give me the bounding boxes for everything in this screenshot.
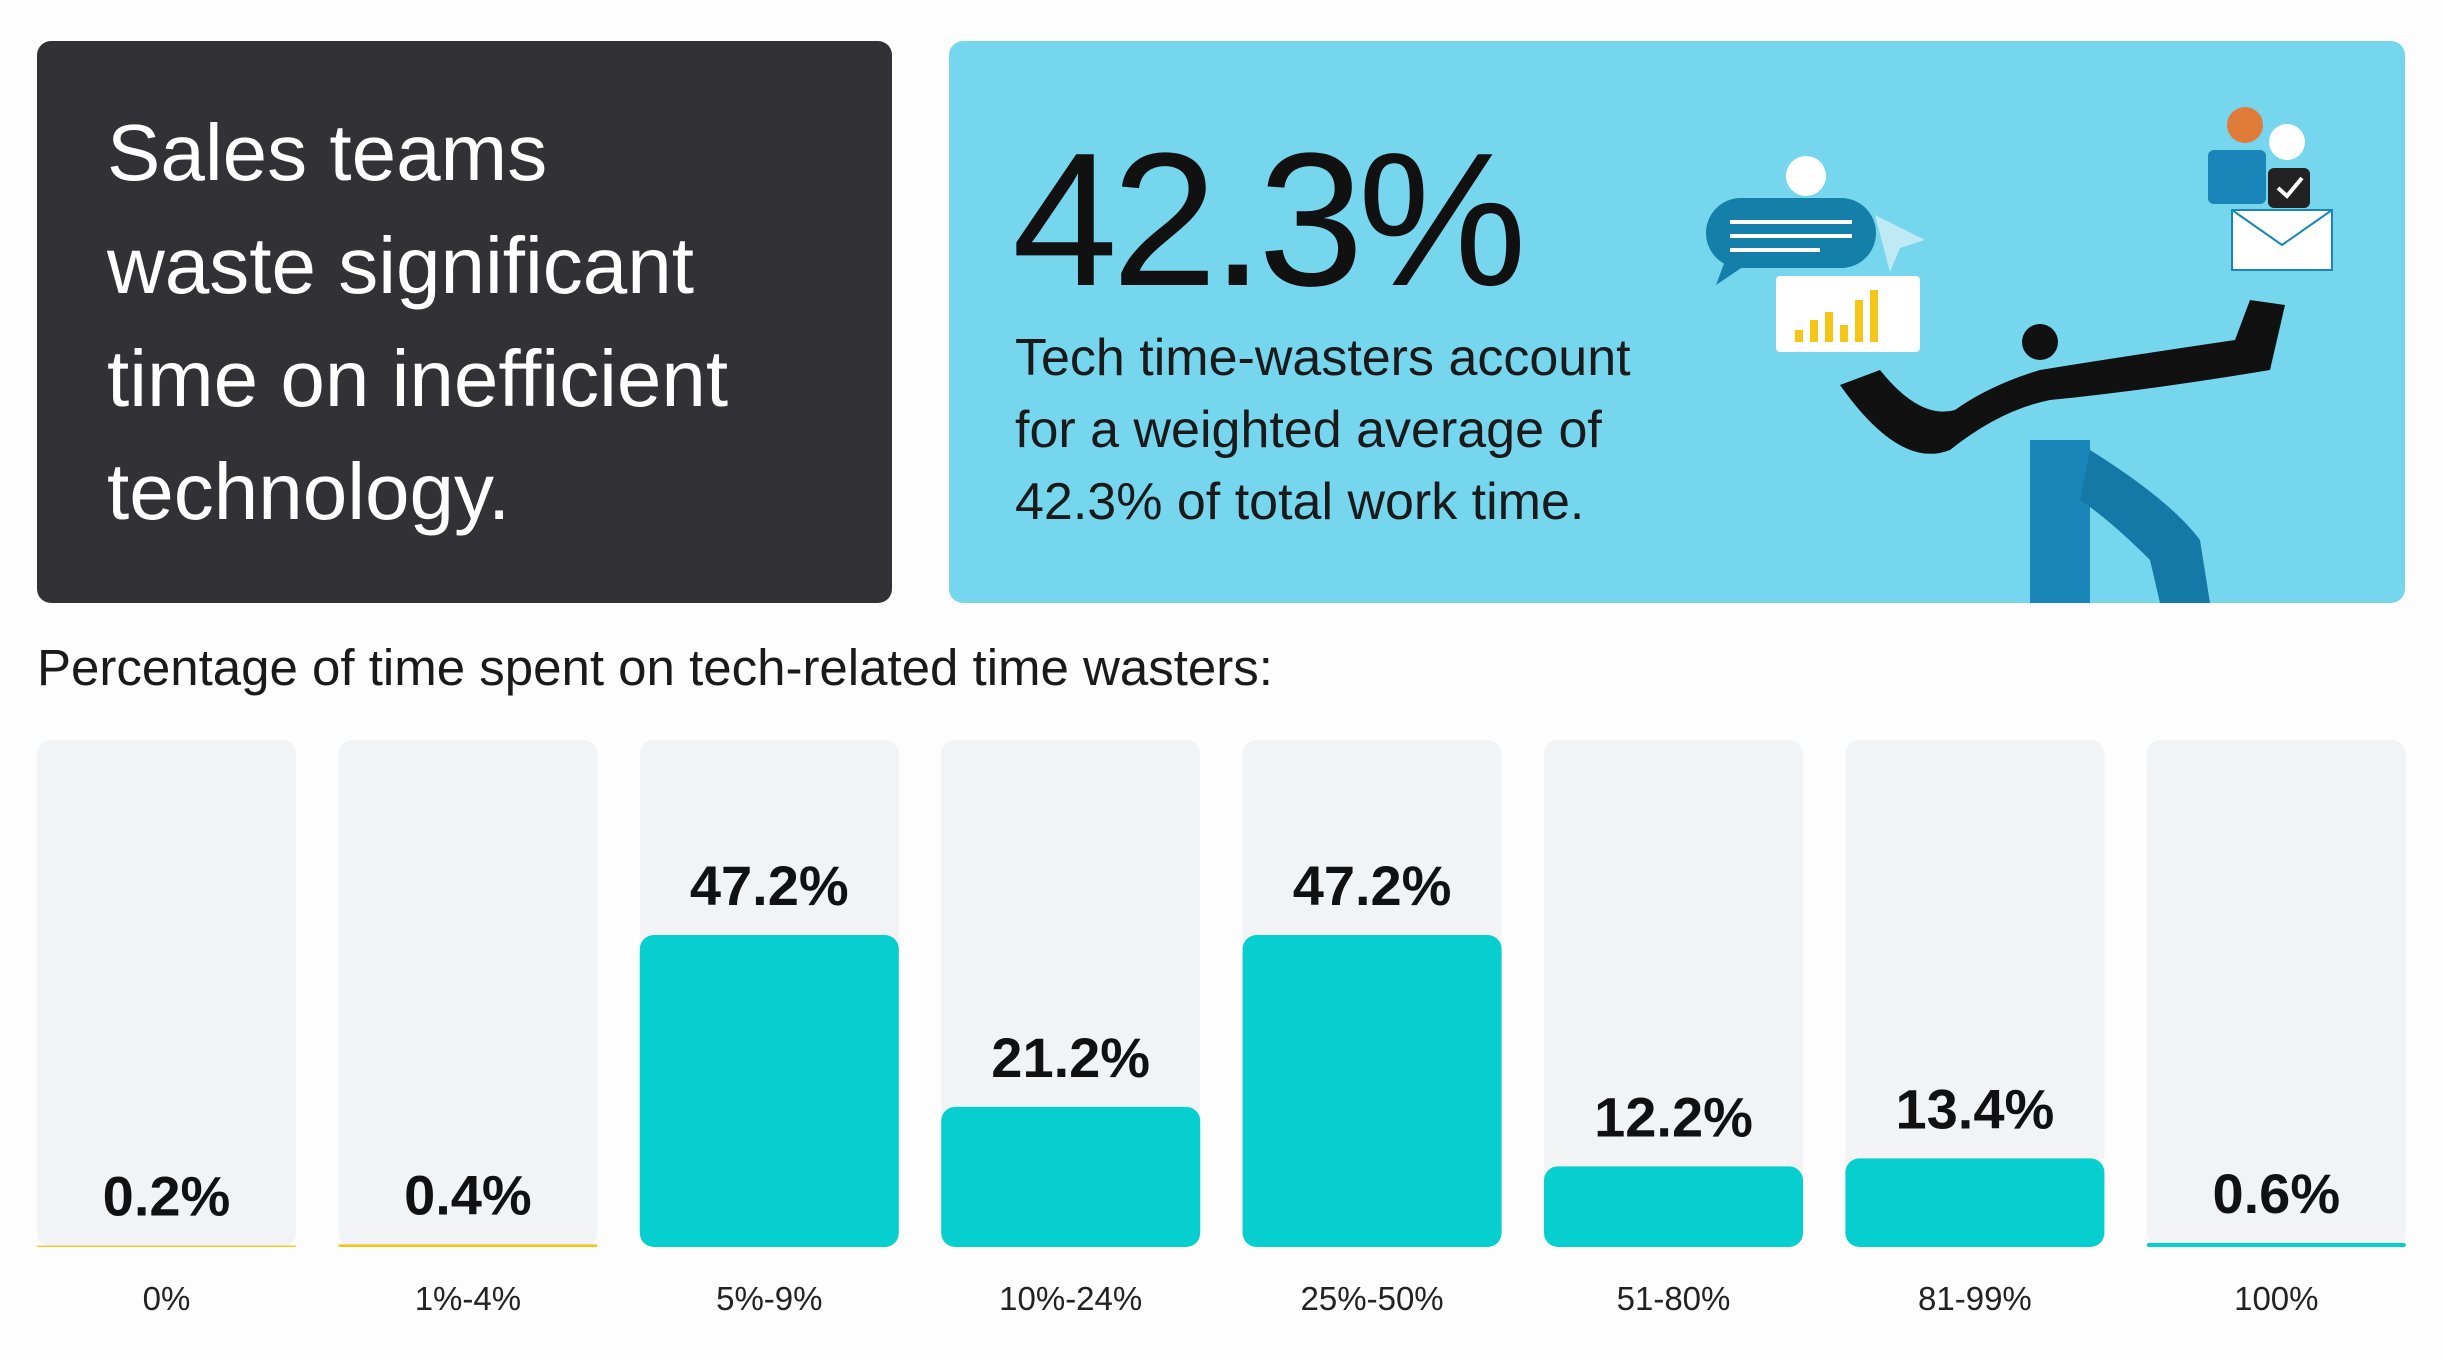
stat-description: Tech time-wasters account for a weighted …	[1015, 329, 1631, 531]
value-label: 47.2%	[690, 854, 849, 917]
headline-line: Sales teams	[107, 108, 547, 197]
icon-bar	[1825, 312, 1833, 342]
envelope	[2231, 209, 2333, 271]
x-tick-label: 25%-50%	[1301, 1280, 1444, 1317]
icon-card	[2208, 150, 2266, 204]
chat-bubble	[1706, 198, 1876, 268]
icon-bar	[1870, 290, 1878, 342]
headline-line: waste significant	[106, 221, 694, 310]
x-tick-label: 0%	[143, 1280, 191, 1317]
x-tick-label: 81-99%	[1918, 1280, 2032, 1317]
bar	[639, 935, 899, 1247]
bar	[37, 1245, 296, 1247]
bar-panel	[37, 740, 296, 1247]
x-tick-label: 1%-4%	[415, 1280, 521, 1317]
chart-title: Percentage of time spent on tech-related…	[37, 639, 1273, 696]
value-label: 0.2%	[103, 1165, 231, 1228]
headline: Sales teams waste significant time on inef…	[106, 108, 728, 536]
x-tick-label: 5%-9%	[716, 1280, 822, 1317]
envelope-flap	[2231, 209, 2333, 247]
figure-leg	[2030, 440, 2090, 603]
bar	[1544, 1166, 1803, 1247]
x-tick-label: 51-80%	[1617, 1280, 1731, 1317]
check-mark	[2276, 176, 2304, 199]
bar	[338, 1244, 598, 1247]
figure-body	[1840, 300, 2285, 454]
bar-panel	[338, 740, 598, 1247]
figure-head	[2022, 324, 2058, 360]
avatar	[2269, 124, 2305, 160]
bar-chart: 0% 0.2% 1%-4% 0.4% 5%-9% 47.2% 10%-24% 21.2% 25%…	[37, 740, 2406, 1317]
x-tick-label: 100%	[2234, 1280, 2318, 1317]
bar	[1242, 935, 1502, 1247]
headline-card	[37, 41, 892, 603]
bar-panel	[1845, 740, 2105, 1247]
headline-line: technology.	[107, 447, 510, 536]
chat-tail	[1716, 258, 1750, 285]
bar	[941, 1106, 1201, 1247]
bar-panel	[2146, 740, 2406, 1247]
bar-panel	[1544, 740, 1803, 1247]
icon-bar	[1840, 325, 1848, 342]
icon-bar	[1855, 300, 1863, 342]
figure-leg	[2080, 450, 2210, 603]
x-tick-label: 10%-24%	[999, 1280, 1142, 1317]
headline-line: time on inefficient	[107, 334, 728, 423]
description-line: for a weighted average of	[1015, 401, 1602, 459]
value-label: 21.2%	[991, 1026, 1150, 1089]
icon-bar	[1795, 330, 1803, 342]
stat-figure: 42.3%	[1012, 114, 1521, 326]
cursor	[1875, 215, 1925, 272]
description-line: Tech time-wasters account	[1015, 329, 1631, 387]
value-label: 12.2%	[1594, 1085, 1753, 1148]
avatar	[2227, 107, 2263, 143]
avatar	[1786, 156, 1826, 196]
icon-bar	[1810, 320, 1818, 342]
bar	[2146, 1243, 2406, 1247]
description-line: 42.3% of total work time.	[1015, 473, 1584, 531]
illustration	[1706, 107, 2333, 603]
icon-check	[2268, 168, 2310, 208]
bar	[1845, 1158, 2105, 1247]
value-label: 13.4%	[1896, 1077, 2055, 1140]
value-label: 47.2%	[1293, 854, 1452, 917]
value-label: 0.4%	[404, 1163, 532, 1226]
value-label: 0.6%	[2212, 1162, 2340, 1225]
